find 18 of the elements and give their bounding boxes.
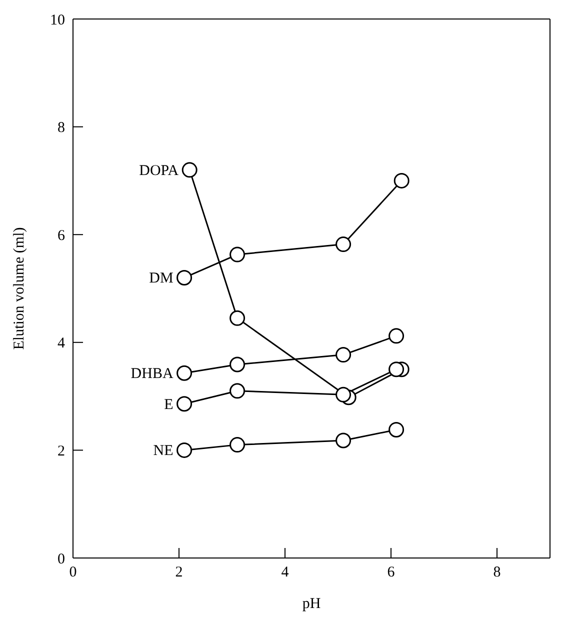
x-tick-label: 6 (387, 564, 396, 581)
series-label: NE (153, 443, 174, 460)
y-axis-title: Elution volume (ml) (11, 227, 28, 350)
x-axis-title: pH (302, 596, 321, 612)
series-label: DOPA (139, 162, 179, 179)
series-label: DHBA (130, 366, 174, 382)
y-tick-label: 6 (58, 228, 66, 244)
y-tick-label: 2 (58, 444, 65, 460)
y-tick-label: 0 (58, 551, 65, 568)
x-tick-label: 0 (69, 564, 77, 581)
y-tick-label: 8 (58, 120, 65, 136)
y-tick-label: 10 (50, 12, 65, 28)
y-tick-label: 4 (58, 336, 66, 352)
series-label: DM (149, 270, 174, 287)
x-tick-label: 4 (281, 564, 290, 581)
x-tick-label: 8 (493, 564, 501, 581)
series-label: E (164, 396, 174, 413)
x-tick-label: 2 (175, 564, 183, 581)
